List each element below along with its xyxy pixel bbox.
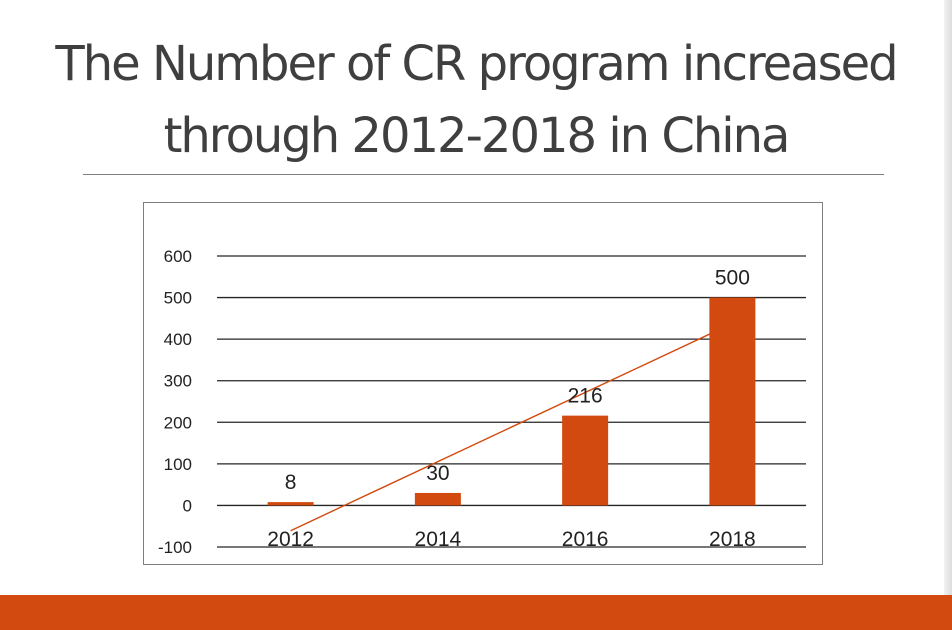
slide-title: The Number of CR program increased throu… <box>55 36 898 164</box>
bar-2014 <box>414 492 461 506</box>
title-divider <box>83 174 884 175</box>
y-tick-label: 400 <box>164 330 192 349</box>
x-tick-label: 2012 <box>267 528 314 551</box>
footer-accent-bar <box>0 595 952 630</box>
bar-2012 <box>267 502 314 506</box>
data-label: 8 <box>285 471 297 494</box>
data-label: 500 <box>715 267 750 290</box>
y-tick-label: 600 <box>164 247 192 266</box>
chart-frame: -100 0 100 200 300 400 500 600 2012 2014 2016 2018 8… <box>143 202 823 565</box>
x-tick-label: 2014 <box>415 528 462 551</box>
x-tick-label: 2018 <box>709 528 756 551</box>
y-tick-label: 300 <box>164 372 192 391</box>
trendline <box>290 322 733 532</box>
bar-2016 <box>562 415 609 506</box>
y-tick-label: 500 <box>164 289 192 308</box>
y-tick-label: -100 <box>158 538 192 557</box>
data-label: 30 <box>426 462 449 485</box>
slide-edge-shadow <box>944 0 952 630</box>
y-tick-label: 100 <box>164 455 192 474</box>
bar-2018 <box>709 297 756 506</box>
y-tick-label: 200 <box>164 413 192 432</box>
data-label: 216 <box>568 385 603 408</box>
y-tick-label: 0 <box>183 496 192 515</box>
x-tick-label: 2016 <box>562 528 609 551</box>
bar-chart: -100 0 100 200 300 400 500 600 2012 2014 2016 2018 8… <box>158 247 806 557</box>
